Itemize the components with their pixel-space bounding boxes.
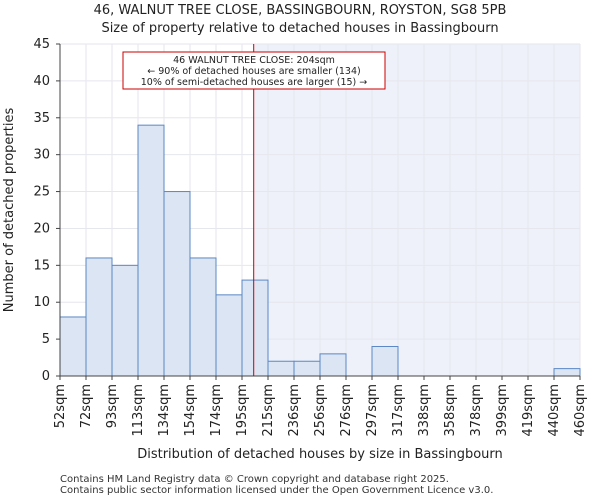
bar-256sqm <box>319 353 347 377</box>
annotation-line-1: 46 WALNUT TREE CLOSE: 204sqm <box>173 55 335 66</box>
x-tick-label: 256sqm <box>313 384 328 437</box>
y-tick-label: 40 <box>33 74 50 89</box>
annotation-line-3: 10% of semi-detached houses are larger (… <box>141 77 368 88</box>
annotation-line-2: ← 90% of detached houses are smaller (13… <box>147 66 360 77</box>
bar-236sqm <box>293 360 321 377</box>
x-tick-label: 52sqm <box>53 384 68 428</box>
y-tick-label: 30 <box>33 148 50 163</box>
y-tick-label: 5 <box>42 332 50 347</box>
x-tick-label: 419sqm <box>521 384 536 437</box>
x-tick-label: 195sqm <box>235 384 250 437</box>
bar-174sqm <box>215 294 243 377</box>
y-tick-label: 25 <box>33 185 50 200</box>
x-tick-label: 460sqm <box>573 384 588 437</box>
y-axis-title: Number of detached properties <box>2 108 17 313</box>
x-tick-label: 93sqm <box>105 384 120 428</box>
y-tick-label: 45 <box>33 37 50 52</box>
x-tick-label: 236sqm <box>287 384 302 437</box>
y-tick-label: 35 <box>33 111 50 126</box>
bar-52sqm <box>59 316 87 377</box>
bar-154sqm <box>189 257 217 377</box>
x-tick-label: 276sqm <box>339 384 354 437</box>
histogram-chart: 0 5 10 15 20 25 30 35 40 45 52sqm 72sqm 93sqm 113sqm 1… <box>2 37 588 462</box>
chart-title-address: 46, WALNUT TREE CLOSE, BASSINGBOURN, ROY… <box>93 3 507 18</box>
bar-297sqm <box>371 345 399 377</box>
bar-72sqm <box>85 257 113 377</box>
x-tick-label: 215sqm <box>261 384 276 437</box>
larger-region-shading <box>253 44 580 376</box>
y-tick-label: 10 <box>33 295 50 310</box>
x-tick-label: 338sqm <box>417 384 432 437</box>
y-tick-label: 15 <box>33 258 50 273</box>
x-tick-label: 134sqm <box>157 384 172 437</box>
y-tick-label: 0 <box>42 369 50 384</box>
x-tick-label: 72sqm <box>79 384 94 428</box>
bar-195sqm <box>241 279 269 377</box>
x-tick-label: 399sqm <box>495 384 510 437</box>
x-tick-label: 440sqm <box>547 384 562 437</box>
bar-215sqm <box>267 360 295 377</box>
x-tick-label: 154sqm <box>183 384 198 437</box>
bar-93sqm <box>111 264 139 377</box>
x-tick-label: 378sqm <box>469 384 484 437</box>
bar-134sqm <box>163 191 191 377</box>
footer-licence: Contains public sector information licen… <box>60 485 494 496</box>
bar-113sqm <box>137 124 165 377</box>
annotation-box <box>122 51 386 90</box>
footer-copyright: Contains HM Land Registry data © Crown c… <box>60 474 449 485</box>
y-tick-label: 20 <box>33 221 50 236</box>
chart-title-subtitle: Size of property relative to detached ho… <box>101 21 499 36</box>
bar-440sqm <box>553 368 581 377</box>
x-tick-label: 317sqm <box>391 384 406 437</box>
x-axis-title: Distribution of detached houses by size … <box>137 447 503 462</box>
x-tick-label: 358sqm <box>443 384 458 437</box>
x-tick-label: 297sqm <box>365 384 380 437</box>
x-tick-label: 113sqm <box>131 384 146 437</box>
x-tick-label: 174sqm <box>209 384 224 437</box>
